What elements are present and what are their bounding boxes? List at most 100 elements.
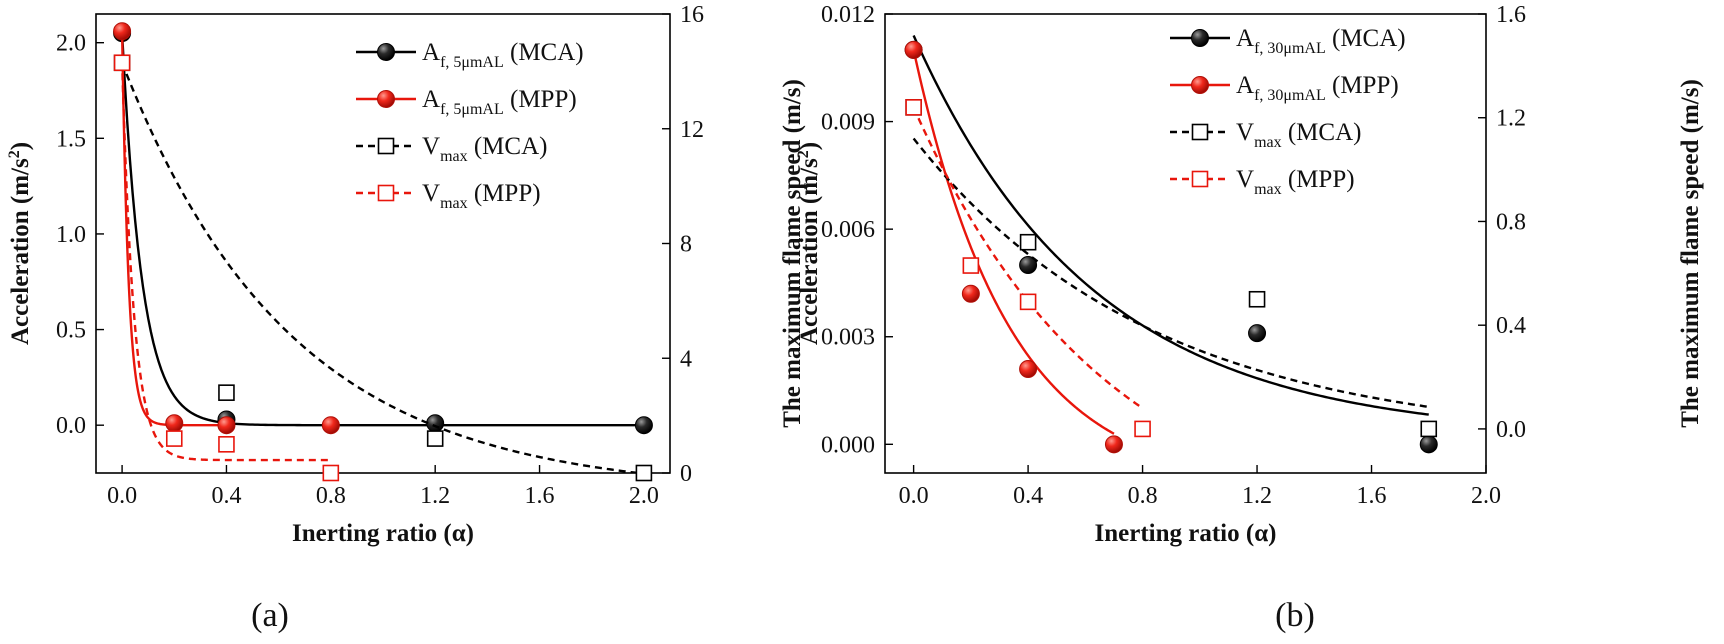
legend-entry: Vmax (MCA) [1236, 119, 1361, 151]
x-tick-label: 2.0 [1471, 483, 1501, 509]
legend-tail: (MPP) [468, 180, 541, 207]
data-point [905, 99, 922, 116]
y-axis-title-main: Acceleration (m/s [796, 158, 823, 345]
plot-frame [884, 13, 1487, 474]
y2-tick-label: 12 [680, 117, 704, 143]
y2-tick-label: 16 [680, 2, 704, 28]
y-tick-label: 0.5 [56, 318, 86, 344]
data-point [1134, 420, 1151, 438]
x-tick-label: 0.0 [899, 483, 929, 509]
data-point [1019, 256, 1038, 275]
series-fit-line [912, 137, 1429, 409]
legend-subscript: max [1254, 181, 1282, 198]
legend-subscript: max [440, 148, 468, 165]
y-axis-title-sup: 2 [6, 150, 23, 158]
series-fit-line [120, 62, 645, 473]
series-fit-line [120, 33, 644, 427]
data-point [1019, 293, 1037, 311]
series-fit-line [912, 35, 1429, 416]
legend-marker [1191, 170, 1209, 188]
data-point [634, 416, 653, 435]
legend-main: A [1236, 25, 1254, 52]
data-point [426, 430, 444, 447]
y-tick-label: 2.0 [56, 31, 86, 57]
legend-tail: (MPP) [1282, 166, 1355, 193]
legend-main: V [1236, 119, 1254, 146]
y-tick-label: 0.012 [821, 2, 875, 28]
x-tick-label: 0.8 [316, 483, 346, 509]
y2-tick-label: 1.6 [1496, 2, 1526, 28]
y-axis-title: Acceleration (m/s2) [6, 142, 34, 345]
series-fit-line [120, 61, 331, 462]
data-point [165, 414, 184, 433]
data-point [635, 464, 653, 482]
legend-tail: (MCA) [504, 39, 584, 66]
legend-tail: (MPP) [504, 86, 577, 113]
x-tick-label: 1.2 [420, 483, 450, 509]
y2-tick-label: 8 [680, 232, 692, 258]
data-point [218, 436, 235, 453]
x-tick-label: 1.6 [525, 483, 555, 509]
y-axis-title-end: ) [7, 142, 34, 150]
legend-main: V [422, 133, 440, 160]
legend-main: V [1236, 166, 1254, 193]
data-point [113, 54, 131, 72]
data-point [1248, 290, 1266, 308]
y2-tick-label: 4 [680, 346, 692, 372]
data-point [1019, 233, 1037, 251]
x-tick-label: 1.2 [1242, 483, 1272, 509]
legend-entry: Vmax (MPP) [422, 180, 541, 212]
series-fit-line [912, 106, 1144, 410]
y-tick-label: 1.5 [56, 126, 86, 152]
data-point [322, 464, 340, 482]
legend-subscript: f, 30μmAL [1254, 87, 1326, 104]
legend-marker [377, 90, 395, 108]
panel-label: (b) [1275, 597, 1315, 634]
x-tick-label: 0.4 [1013, 483, 1043, 509]
data-point [1420, 420, 1438, 438]
legend-subscript: f, 5μmAL [440, 54, 504, 71]
y-axis-title-end: ) [796, 142, 823, 150]
chart-panel-a: 0.0 0.4 0.8 1.2 1.6 2.0 0.0 0.5 1.0 1.5 2.0 0 4 8 12 16… [6, 2, 806, 634]
x-tick-label: 0.0 [107, 483, 137, 509]
x-axis-title: Inerting ratio (α) [292, 520, 474, 547]
y-tick-label: 0.000 [821, 432, 875, 458]
data-point [218, 384, 235, 401]
legend-subscript: max [1254, 134, 1282, 151]
legend-entry: Af, 5μmAL (MCA) [422, 39, 584, 71]
data-point [1419, 435, 1438, 454]
data-point [426, 414, 445, 433]
legend-marker [377, 137, 395, 155]
legend-marker [1191, 123, 1209, 141]
y-axis-title: Acceleration (m/s2) [795, 142, 823, 345]
legend-subscript: f, 5μmAL [440, 101, 504, 118]
legend-tail: (MCA) [468, 133, 548, 160]
y-tick-label: 0.0 [56, 413, 86, 439]
data-point [962, 257, 980, 274]
panel-label: (a) [251, 597, 289, 634]
data-point [217, 416, 236, 435]
y-tick-label: 0.006 [821, 217, 875, 243]
legend-entry: Af, 30μmAL (MCA) [1236, 25, 1406, 57]
legend-subscript: max [440, 195, 468, 212]
y-tick-label: 1.0 [56, 222, 86, 248]
x-tick-label: 1.6 [1357, 483, 1387, 509]
legend-marker [1191, 76, 1209, 94]
data-point [904, 40, 923, 59]
x-tick-label: 2.0 [629, 483, 659, 509]
legend-entry: Af, 5μmAL (MPP) [422, 86, 577, 118]
legend-entry: Vmax (MCA) [422, 133, 547, 165]
y2-tick-label: 0.4 [1496, 313, 1526, 339]
y2-tick-label: 0.0 [1496, 417, 1526, 443]
y-axis-title-sup: 2 [795, 150, 812, 158]
legend-tail: (MPP) [1326, 72, 1399, 99]
chart-panel-b: 0.0 0.4 0.8 1.2 1.6 2.0 0.000 0.003 0.006 0.009 0.… [795, 2, 1704, 634]
y2-axis-title: The maximum flame speed (m/s) [1677, 79, 1704, 428]
legend-marker [377, 184, 395, 202]
y-tick-label: 0.009 [821, 110, 875, 136]
legend-entry: Af, 30μmAL (MPP) [1236, 72, 1399, 104]
data-point [961, 284, 980, 303]
y2-tick-label: 0 [680, 461, 692, 487]
data-point [165, 430, 183, 447]
